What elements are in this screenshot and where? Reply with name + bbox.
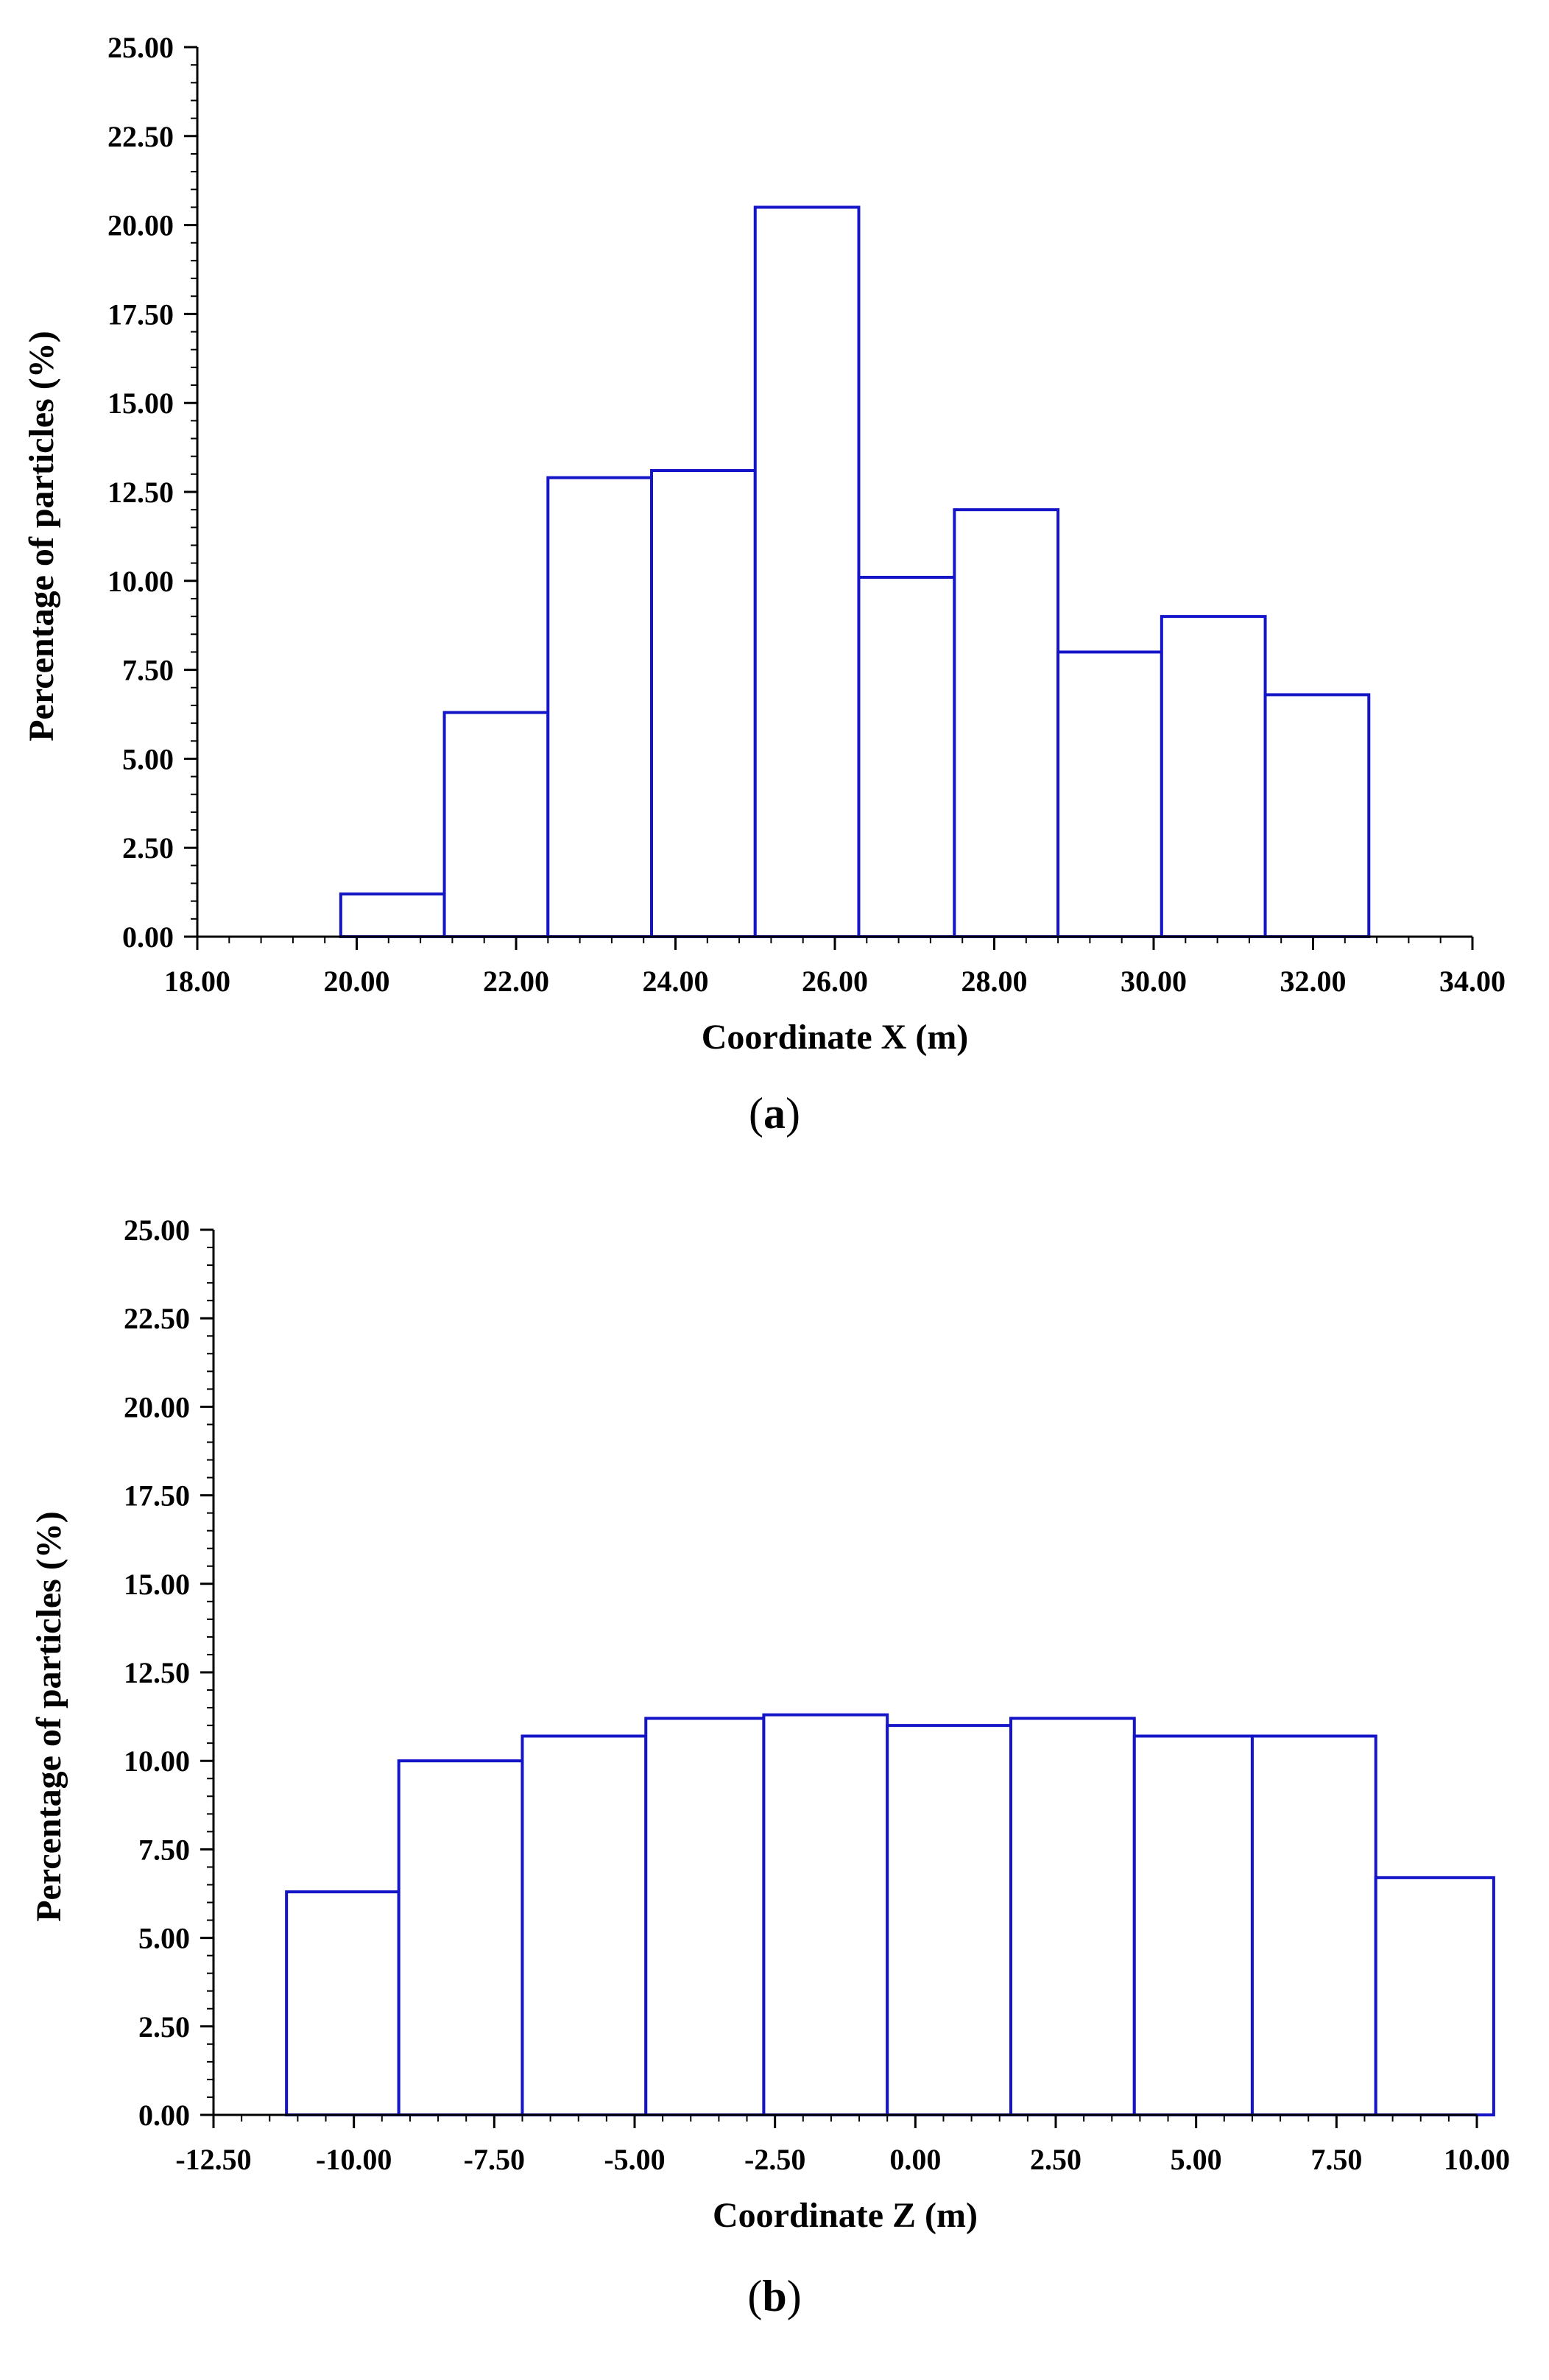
y-tick-label: 2.50: [138, 2010, 190, 2043]
histogram-bar: [1160, 615, 1267, 938]
histogram-bar: [1132, 1734, 1254, 2116]
histogram-bar: [644, 1717, 766, 2116]
y-tick-label: 5.00: [122, 742, 174, 775]
histogram-bar: [857, 575, 956, 939]
chart-panel-a: 0.00 2.50 5.00 7.50 10.00 12.50 15.00 17.50 20.0…: [22, 31, 1506, 1057]
histogram-bar: [285, 1890, 401, 2116]
y-tick-label: 5.00: [138, 1922, 190, 1955]
x-tick-label: 20.00: [324, 965, 390, 998]
histogram-bar: [1250, 1734, 1377, 2116]
panel-caption-b: (b): [747, 2272, 802, 2320]
x-tick-label: 0.00: [889, 2143, 941, 2176]
y-tick-label: 7.50: [138, 1833, 190, 1866]
chart-panel-b: 0.00 2.50 5.00 7.50 10.00 12.50 15.00 17.50 20.0…: [29, 1214, 1510, 2235]
histogram-bar: [650, 469, 757, 938]
y-tick-label: 10.00: [107, 565, 174, 598]
y-tick-label: 15.00: [107, 387, 174, 420]
y-tick-label: 20.00: [107, 209, 174, 242]
panel-label-a: a: [763, 1089, 786, 1138]
histogram-bar: [1374, 1876, 1495, 2116]
y-tick-label: 22.50: [124, 1302, 190, 1335]
histogram-bar: [753, 205, 861, 938]
x-tick-label: 22.00: [483, 965, 549, 998]
x-tick-label: 28.00: [961, 965, 1028, 998]
y-tick-label: 25.00: [124, 1214, 190, 1247]
histogram-bar: [1009, 1717, 1136, 2116]
y-tick-label: 10.00: [124, 1744, 190, 1778]
x-tick-label: 24.00: [643, 965, 709, 998]
y-tick-label: 17.50: [107, 298, 174, 331]
y-tick-label: 17.50: [124, 1479, 190, 1513]
y-tick-label: 12.50: [124, 1656, 190, 1689]
y-tick-label: 20.00: [124, 1390, 190, 1423]
histogram-bar: [339, 892, 446, 938]
y-axis-title: Percentage of particles (%): [22, 331, 61, 742]
histogram-bar: [442, 711, 550, 938]
histogram-bar: [521, 1734, 648, 2116]
x-tick-label: 18.00: [164, 965, 230, 998]
x-tick-label: 26.00: [802, 965, 868, 998]
x-tick-label: -10.00: [316, 2143, 392, 2176]
histogram-bar: [762, 1713, 889, 2117]
x-tick-label: 7.50: [1310, 2143, 1362, 2176]
y-tick-label: 25.00: [107, 31, 174, 64]
panel-label-b: b: [762, 2272, 787, 2320]
y-tick-label: 0.00: [138, 2099, 190, 2132]
x-tick-label: -12.50: [175, 2143, 251, 2176]
y-tick-label: 12.50: [107, 476, 174, 509]
x-tick-label: 30.00: [1121, 965, 1187, 998]
x-tick-label: 5.00: [1171, 2143, 1222, 2176]
histogram-bar: [953, 508, 1060, 938]
y-tick-label: 7.50: [122, 654, 174, 687]
x-tick-label: -5.00: [604, 2143, 665, 2176]
x-tick-label: 32.00: [1280, 965, 1347, 998]
x-tick-label: 34.00: [1439, 965, 1506, 998]
histogram-bar: [1263, 693, 1371, 938]
histogram-bar: [886, 1724, 1012, 2117]
y-tick-label: 22.50: [107, 120, 174, 153]
y-tick-label: 15.00: [124, 1568, 190, 1601]
histogram-bar: [546, 476, 654, 938]
y-axis-title: Percentage of particles (%): [29, 1511, 68, 1922]
y-tick-label: 0.00: [122, 920, 174, 954]
x-axis-title: Coordinate X (m): [702, 1018, 969, 1057]
x-axis-title: Coordinate Z (m): [713, 2196, 978, 2235]
x-tick-label: 10.00: [1444, 2143, 1510, 2176]
histogram-bar: [1056, 650, 1163, 938]
histogram-bar: [397, 1759, 524, 2116]
x-tick-label: 2.50: [1030, 2143, 1082, 2176]
x-tick-label: -7.50: [464, 2143, 525, 2176]
y-tick-label: 2.50: [122, 831, 174, 865]
panel-caption-a: (a): [749, 1089, 800, 1138]
x-tick-label: -2.50: [744, 2143, 805, 2176]
